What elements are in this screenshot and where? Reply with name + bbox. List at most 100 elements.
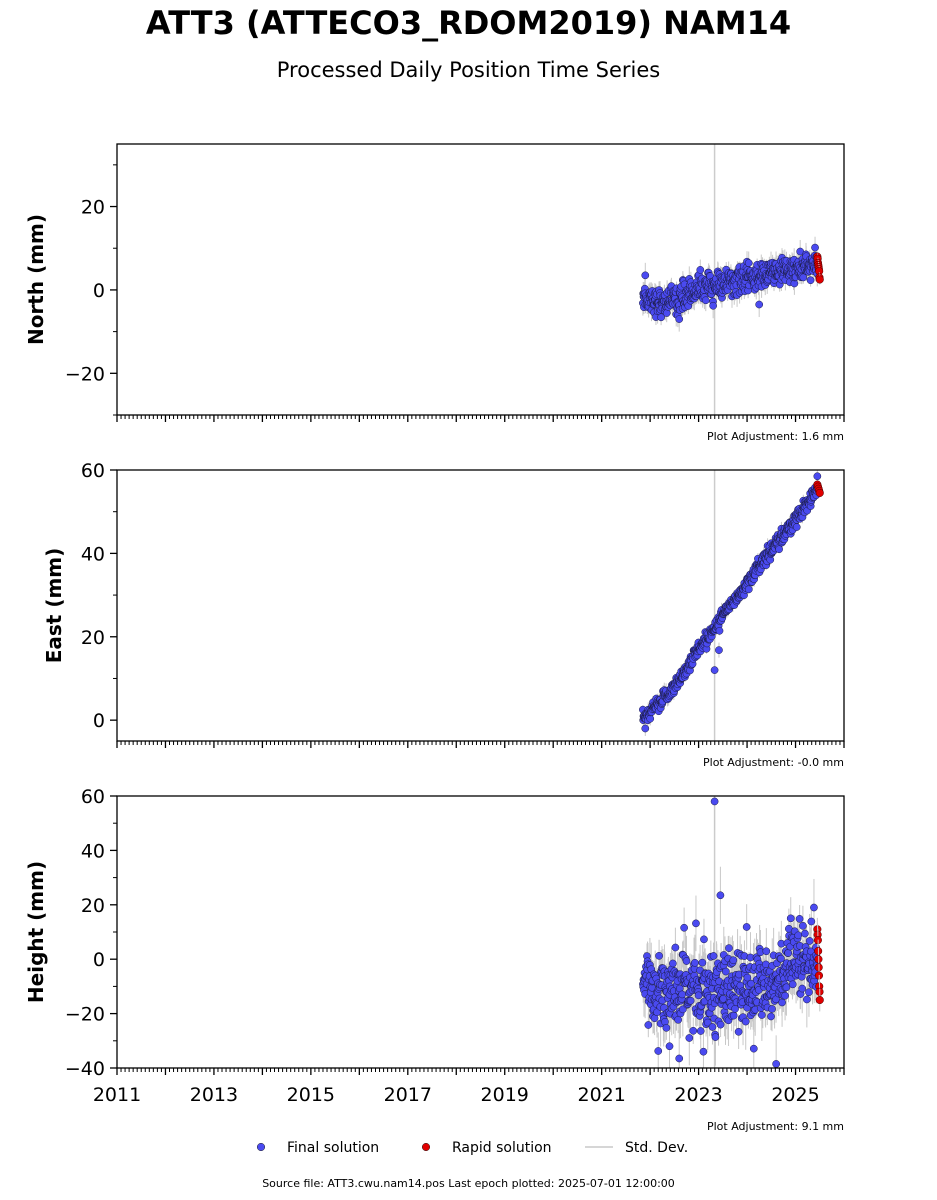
final-point [654,1047,663,1055]
chart-subtitle: Processed Daily Position Time Series [276,58,661,82]
final-point [716,1020,725,1029]
final-point [794,931,803,940]
final-point [641,271,650,280]
x-tick-label: 2011 [93,1084,141,1106]
plot-adjustment-label: Plot Adjustment: -0.0 mm [703,756,844,769]
final-point [698,958,707,967]
final-point [775,545,783,554]
final-point [778,998,786,1007]
final-point [716,891,725,900]
final-point [674,1015,683,1024]
final-point [657,313,665,322]
final-point [671,943,680,952]
final-point [786,914,795,923]
y-tick-label: 20 [81,627,105,649]
final-point [758,1011,766,1019]
final-point [777,954,785,963]
final-point [692,919,700,928]
source-footer: Source file: ATT3.cwu.nam14.pos Last epo… [262,1177,675,1190]
final-point [762,947,771,956]
final-point [689,1026,698,1035]
final-point [799,922,807,930]
plot-adjustment-label: Plot Adjustment: 9.1 mm [707,1120,844,1133]
y-axis-label: North (mm) [24,214,48,345]
final-point [802,995,811,1004]
plot-area [639,470,824,741]
final-point [669,959,677,968]
final-point [701,296,710,305]
final-point [743,973,752,982]
panel-2: −40 −20 0 20 40 60 2011 2013 2015 2017 2019 2021 202… [24,786,845,1133]
final-point [682,957,691,965]
final-point [729,1011,738,1020]
final-point [711,1033,720,1041]
final-point [784,949,793,957]
final-point [646,714,655,723]
final-point [655,951,663,960]
final-point [762,960,770,969]
final-point [806,276,815,285]
final-solution-points [639,472,822,733]
legend-label: Std. Dev. [625,1140,688,1156]
y-tick-label: −20 [65,1004,105,1026]
final-point [805,937,814,945]
legend-label: Rapid solution [452,1140,552,1156]
final-point [665,1042,674,1051]
final-solution-points [639,243,822,323]
final-point [767,1012,775,1021]
final-point [755,300,764,309]
final-point [744,585,753,594]
final-point [781,991,789,1000]
final-point [703,1018,712,1027]
y-axis-label: Height (mm) [24,861,48,1003]
final-point [729,956,738,965]
final-point [641,724,650,733]
final-point [680,923,688,932]
plot-adjustment-label: Plot Adjustment: 1.6 mm [707,430,844,443]
final-point [694,991,703,1000]
x-tick-label: 2021 [577,1084,625,1106]
final-point [699,1047,708,1056]
final-point [715,646,723,654]
final-point [782,983,791,992]
x-tick-label: 2015 [287,1084,335,1106]
rapid-point [815,275,824,284]
y-tick-label: 0 [93,949,105,971]
final-point [709,301,717,310]
plot-frame [116,795,845,1069]
final-point [710,797,719,806]
final-point [709,952,718,960]
final-point [810,903,818,912]
x-tick-label: 2013 [190,1084,238,1106]
x-tick-label: 2017 [384,1084,432,1106]
final-point [744,259,753,267]
final-point [734,1027,743,1036]
final-point [798,984,807,993]
y-tick-label: 20 [81,197,105,219]
final-point [685,1034,694,1042]
legend: Final solution Rapid solution Std. Dev. [256,1140,688,1156]
final-point [768,1005,776,1013]
x-tick-label: 2025 [771,1084,819,1106]
legend-rapid-swatch [421,1142,431,1152]
plot-area [639,796,824,1068]
final-point [742,923,751,931]
y-tick-label: 0 [93,710,105,732]
legend-label: Final solution [287,1140,379,1156]
final-solution-points [639,797,822,1068]
final-point [696,1027,705,1035]
y-tick-label: 40 [81,840,105,862]
y-tick-label: 20 [81,895,105,917]
plot-area [639,144,824,415]
final-point [795,915,804,923]
final-point [749,1044,758,1053]
final-point [715,626,724,635]
final-point [731,1005,739,1013]
rapid-solution-points [813,917,824,1012]
chart-title: ATT3 (ATTECO3_RDOM2019) NAM14 [145,4,792,42]
final-point [772,1060,780,1068]
rapid-solution-points [813,480,824,497]
final-point [678,990,686,999]
y-tick-label: 40 [81,543,105,565]
